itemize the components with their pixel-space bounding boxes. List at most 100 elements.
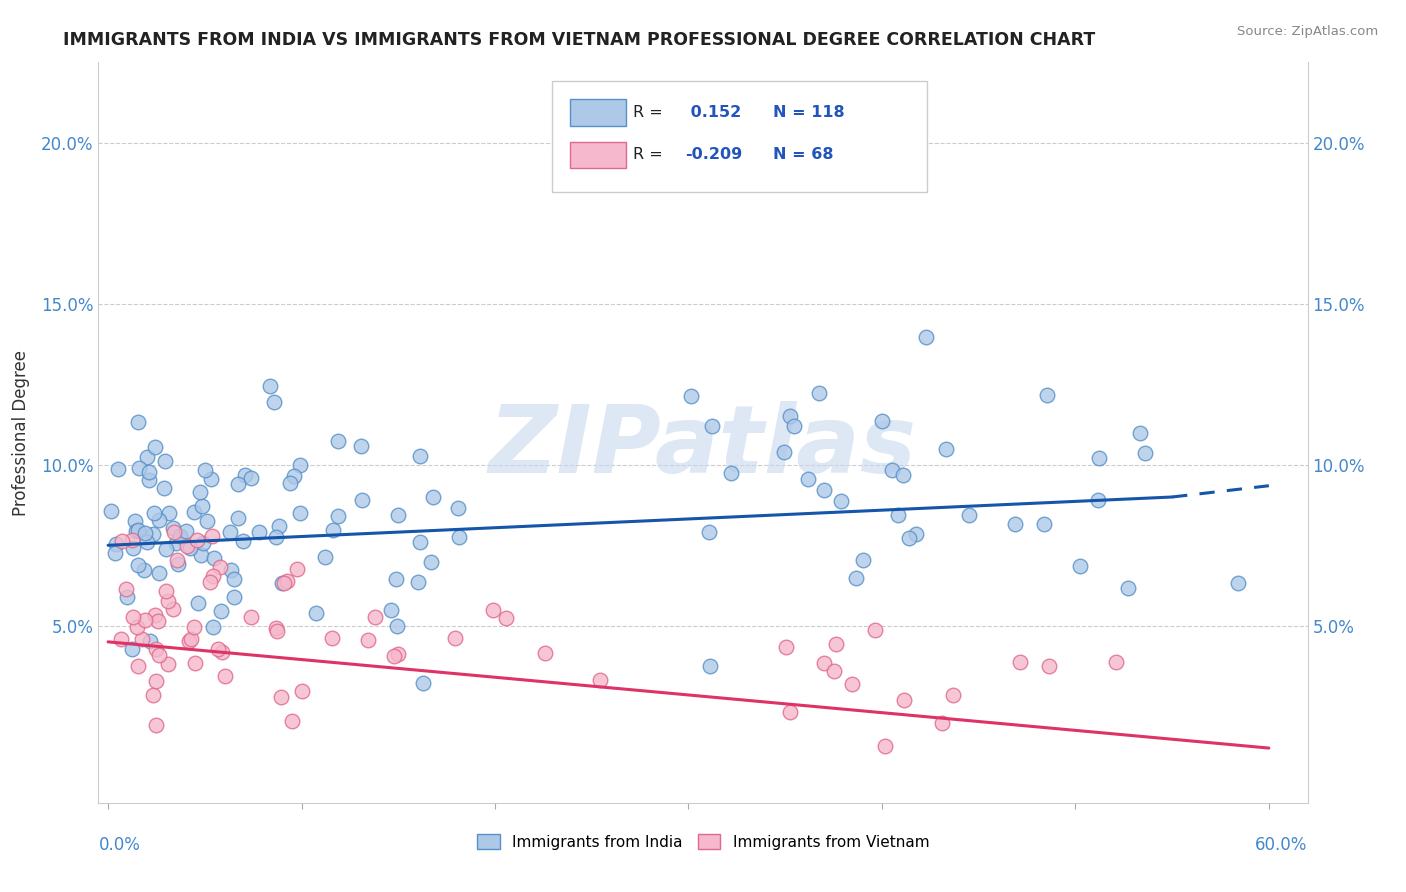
FancyBboxPatch shape (569, 142, 626, 169)
Point (420, 555, 443, 569)
Point (100, 504, 122, 518)
Point (202, 550, 225, 565)
Point (264, 530, 287, 544)
Point (121, 533, 143, 547)
Point (412, 675, 434, 690)
Point (202, 569, 225, 583)
Point (134, 525, 156, 540)
Point (134, 613, 156, 627)
Point (105, 537, 128, 551)
Point (247, 524, 270, 539)
Point (155, 541, 177, 556)
Text: R =: R = (633, 105, 662, 120)
Point (239, 471, 262, 485)
Point (135, 534, 157, 549)
Point (207, 641, 229, 656)
Point (146, 614, 169, 628)
Point (143, 506, 166, 520)
Point (155, 584, 177, 599)
Point (321, 631, 343, 645)
Point (823, 664, 845, 678)
Point (942, 689, 965, 703)
Point (700, 418, 723, 433)
Y-axis label: Professional Degree: Professional Degree (11, 350, 30, 516)
Point (183, 505, 205, 519)
Point (218, 524, 240, 539)
Point (104, 546, 127, 560)
Point (156, 594, 179, 608)
Point (882, 463, 904, 477)
Point (162, 525, 184, 540)
Point (408, 534, 430, 549)
Point (190, 548, 212, 562)
Text: 0.152: 0.152 (685, 105, 741, 120)
Point (534, 646, 557, 660)
Point (773, 445, 796, 459)
Point (291, 684, 314, 698)
Point (1129, 426, 1152, 441)
Point (214, 669, 236, 683)
Point (444, 631, 467, 645)
Point (145, 441, 167, 455)
Point (699, 658, 721, 673)
Point (409, 449, 432, 463)
Point (125, 524, 148, 538)
Text: N = 118: N = 118 (773, 105, 845, 120)
Point (187, 596, 209, 610)
Point (273, 576, 295, 591)
Point (209, 559, 232, 574)
Point (887, 508, 910, 523)
Point (127, 415, 149, 429)
Point (166, 558, 188, 572)
Point (893, 692, 915, 706)
Point (278, 475, 301, 490)
Point (270, 576, 292, 591)
Point (183, 620, 205, 634)
Point (1004, 517, 1026, 532)
Point (121, 541, 143, 555)
Point (219, 563, 242, 577)
Point (200, 472, 222, 486)
Point (845, 571, 868, 585)
Point (153, 454, 176, 468)
Text: 60.0%: 60.0% (1256, 836, 1308, 855)
Point (891, 467, 914, 482)
Point (779, 706, 801, 720)
Point (127, 659, 149, 673)
Point (447, 530, 470, 544)
Point (127, 524, 149, 538)
Point (198, 574, 221, 589)
Point (1038, 659, 1060, 673)
Point (266, 624, 288, 638)
Point (138, 473, 160, 487)
Point (191, 499, 214, 513)
Legend: Immigrants from India, Immigrants from Vietnam: Immigrants from India, Immigrants from V… (471, 828, 935, 855)
Point (226, 477, 249, 491)
Point (121, 642, 143, 657)
Point (290, 506, 312, 520)
Point (145, 718, 167, 732)
Point (779, 409, 801, 423)
Point (224, 572, 246, 586)
Point (783, 418, 806, 433)
Point (824, 637, 846, 651)
Point (387, 508, 409, 522)
Point (110, 632, 132, 647)
Point (285, 562, 308, 576)
Point (124, 514, 146, 528)
Point (162, 602, 184, 616)
Point (406, 574, 429, 589)
Point (1088, 450, 1111, 465)
Point (957, 508, 980, 522)
Point (283, 469, 305, 483)
Point (145, 642, 167, 657)
Point (270, 690, 292, 704)
Text: IMMIGRANTS FROM INDIA VS IMMIGRANTS FROM VIETNAM PROFESSIONAL DEGREE CORRELATION: IMMIGRANTS FROM INDIA VS IMMIGRANTS FROM… (63, 31, 1095, 49)
Point (1118, 581, 1140, 595)
Point (180, 632, 202, 646)
Point (830, 493, 852, 508)
Point (1069, 559, 1091, 574)
Text: ZIPatlas: ZIPatlas (489, 401, 917, 493)
Point (222, 591, 245, 605)
Point (870, 414, 893, 428)
